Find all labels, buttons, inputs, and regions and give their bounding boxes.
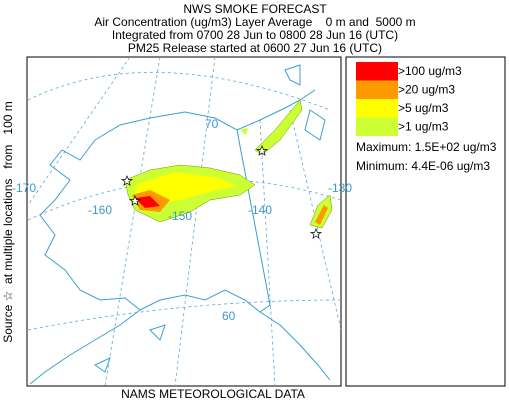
- map-label: -170: [12, 181, 36, 195]
- map-label: -140: [248, 203, 272, 217]
- map-label: -130: [328, 181, 352, 195]
- longitude-line: [104, 56, 161, 387]
- legend-label: >20 ug/m3: [398, 83, 455, 97]
- title: NWS SMOKE FORECAST: [183, 2, 327, 16]
- subtitle: PM25 Release started at 0600 27 Jun 16 (…: [128, 41, 382, 55]
- longitude-line: [259, 119, 276, 387]
- legend-label: >5 ug/m3: [398, 101, 449, 115]
- legend-swatch: [356, 117, 398, 136]
- smoke-plume: [124, 99, 333, 229]
- source-label: Source ☆ at multiple locations from 100 …: [1, 101, 15, 343]
- legend-label: >100 ug/m3: [398, 64, 462, 78]
- source-stars: [120, 145, 323, 239]
- map-label: -160: [88, 203, 112, 217]
- subtitle: Air Concentration (ug/m3) Layer Average …: [94, 15, 415, 29]
- legend-swatch: [356, 62, 398, 81]
- latitude-line: [27, 71, 331, 111]
- legend-minimum: Minimum: 4.4E-06 ug/m3: [356, 159, 490, 173]
- longitude-line: [289, 109, 342, 331]
- latitude-line: [27, 178, 342, 221]
- subtitle: Integrated from 0700 28 Jun to 0800 28 J…: [112, 28, 398, 42]
- map-label: 70: [205, 117, 219, 131]
- legend-maximum: Maximum: 1.5E+02 ug/m3: [356, 140, 497, 154]
- legend-swatch: [356, 80, 398, 99]
- footer: NAMS METEOROLOGICAL DATA: [121, 387, 305, 401]
- map-label: -150: [168, 209, 192, 223]
- legend-swatch: [356, 99, 398, 118]
- map-label: 60: [222, 309, 236, 323]
- longitude-line: [174, 56, 216, 387]
- coastline: [29, 64, 331, 385]
- legend-label: >1 ug/m3: [398, 120, 449, 134]
- map: [26, 56, 342, 387]
